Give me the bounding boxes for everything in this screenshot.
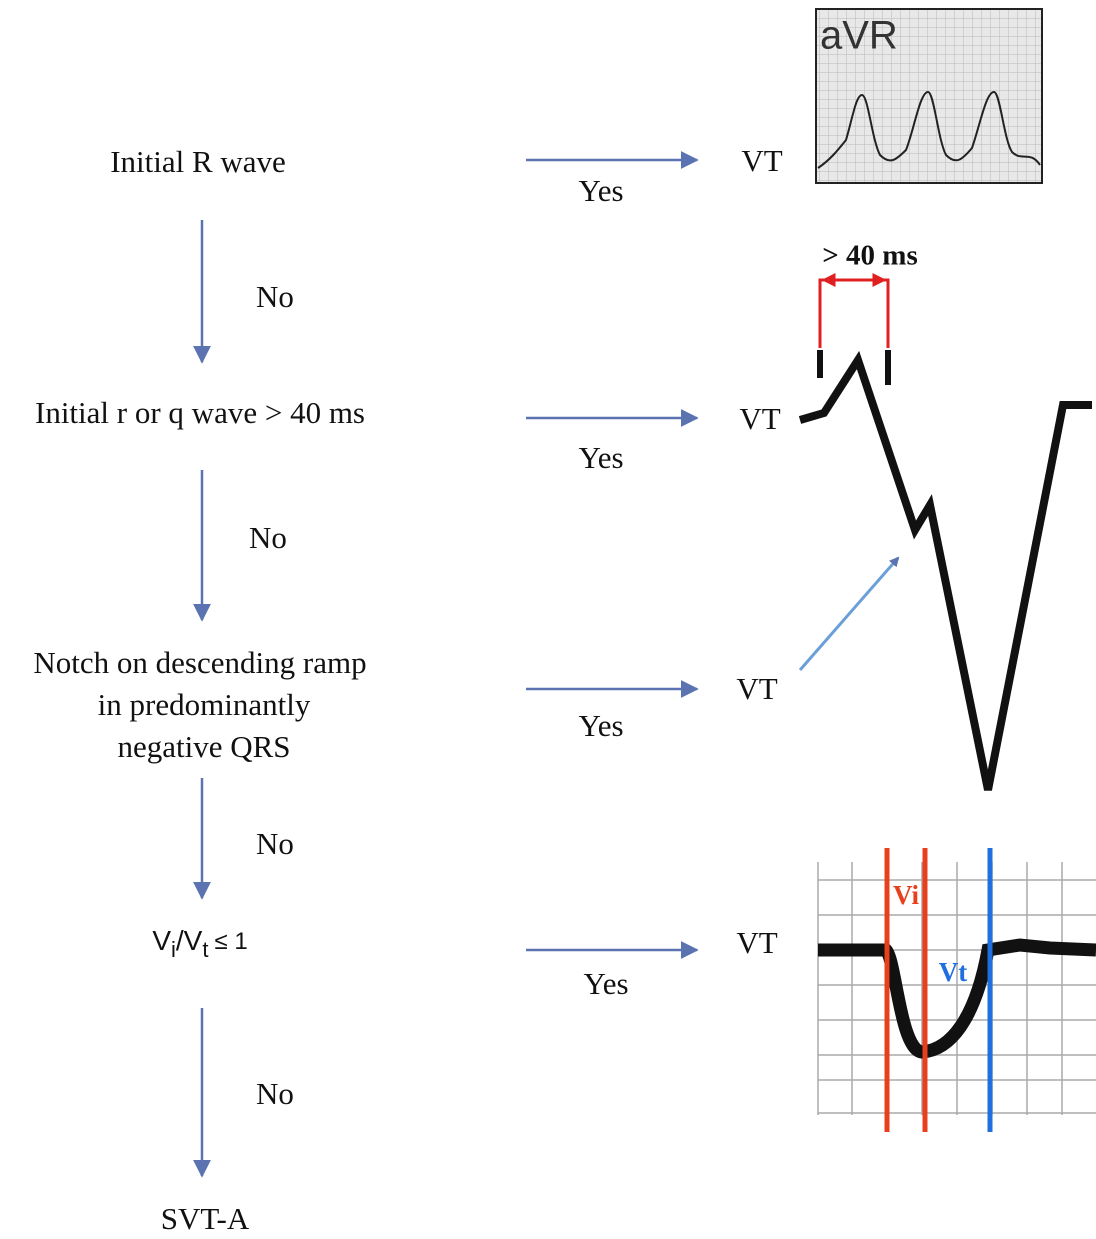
result-label: VT: [736, 671, 777, 706]
end-label: SVT-A: [161, 1201, 250, 1236]
ratio-sub: i: [171, 937, 176, 962]
vt-label: Vt: [939, 957, 968, 987]
no-label: No: [256, 1076, 294, 1111]
step-label: in predominantly: [98, 687, 311, 722]
notch-pointer: [798, 556, 900, 671]
avr-trace: [817, 90, 1041, 169]
qrs-trace: [798, 350, 1092, 791]
yes-label: Yes: [578, 708, 623, 743]
ratio-part: /V: [176, 925, 203, 956]
yes-label: Yes: [578, 440, 623, 475]
vivt-trace: [818, 938, 1096, 1059]
result-label: VT: [741, 143, 782, 178]
step-label: Initial r or q wave > 40 ms: [35, 395, 365, 430]
no-label: No: [256, 826, 294, 861]
vivt-grid: [817, 862, 1096, 1115]
yes-label: Yes: [578, 173, 623, 208]
result-label: VT: [739, 401, 780, 436]
step-label: Initial R wave: [110, 144, 286, 179]
step-label: negative QRS: [117, 729, 290, 764]
ratio-label: Vi/Vt ≤ 1: [152, 925, 247, 961]
duration-label: > 40 ms: [822, 240, 917, 272]
no-label: No: [256, 279, 294, 314]
result-label: VT: [736, 925, 777, 960]
duration-bracket: [818, 278, 890, 348]
step-label: Notch on descending ramp: [33, 645, 366, 680]
avr-strip: [815, 8, 1043, 184]
ratio-sub: t: [202, 937, 208, 962]
ratio-part: V: [152, 925, 171, 956]
vi-label: Vi: [893, 880, 919, 910]
avr-label: aVR: [820, 14, 898, 58]
ratio-part: ≤ 1: [214, 928, 247, 955]
no-label: No: [249, 520, 287, 555]
yes-label: Yes: [583, 966, 628, 1001]
